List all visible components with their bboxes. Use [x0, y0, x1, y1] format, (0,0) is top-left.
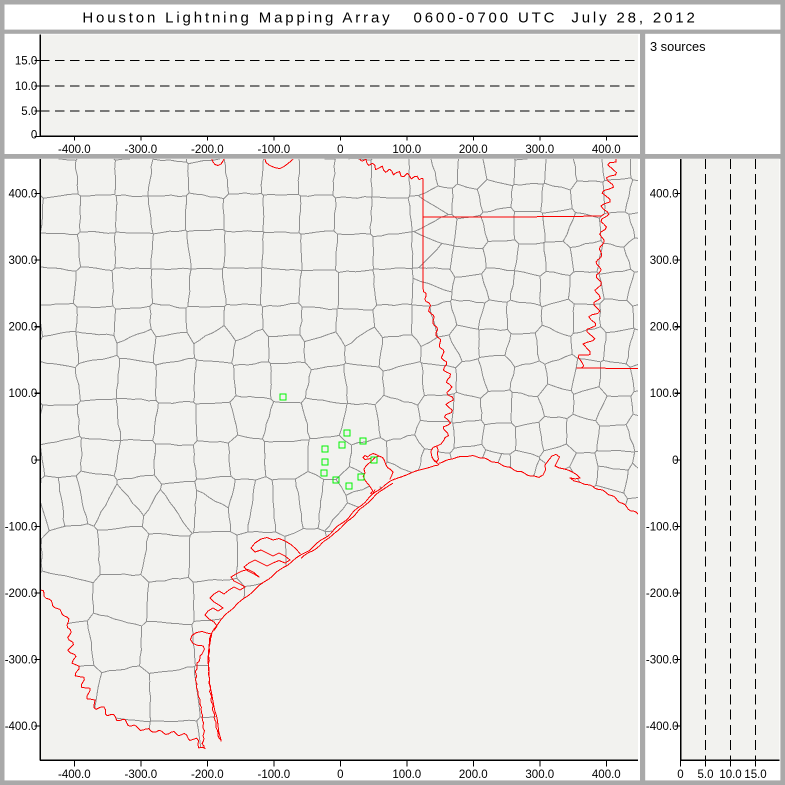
svg-text:15.0: 15.0	[744, 769, 766, 781]
svg-text:-400.0: -400.0	[5, 721, 38, 733]
svg-text:-100.0: -100.0	[646, 521, 679, 533]
svg-text:300.0: 300.0	[525, 144, 554, 156]
svg-text:100.0: 100.0	[650, 388, 679, 400]
svg-text:-100.0: -100.0	[257, 144, 290, 156]
svg-text:-100.0: -100.0	[5, 521, 38, 533]
svg-text:0: 0	[677, 769, 683, 781]
svg-text:-400.0: -400.0	[646, 721, 679, 733]
svg-text:200.0: 200.0	[459, 769, 488, 781]
svg-text:-400.0: -400.0	[58, 769, 91, 781]
svg-text:400.0: 400.0	[9, 189, 38, 201]
svg-text:0: 0	[31, 129, 37, 141]
svg-text:300.0: 300.0	[525, 769, 554, 781]
svg-text:5.0: 5.0	[698, 769, 714, 781]
svg-text:-300.0: -300.0	[646, 655, 679, 667]
svg-text:-200.0: -200.0	[191, 769, 224, 781]
svg-text:100.0: 100.0	[392, 769, 421, 781]
svg-text:100.0: 100.0	[392, 144, 421, 156]
svg-text:400.0: 400.0	[592, 144, 621, 156]
svg-text:-100.0: -100.0	[257, 769, 290, 781]
svg-text:3 sources: 3 sources	[650, 39, 705, 54]
svg-text:-200.0: -200.0	[191, 144, 224, 156]
svg-text:400.0: 400.0	[592, 769, 621, 781]
svg-text:100.0: 100.0	[9, 388, 38, 400]
svg-text:200.0: 200.0	[9, 322, 38, 334]
svg-text:0: 0	[337, 144, 343, 156]
svg-text:-300.0: -300.0	[124, 144, 157, 156]
svg-text:-200.0: -200.0	[646, 588, 679, 600]
svg-text:-200.0: -200.0	[5, 588, 38, 600]
svg-text:10.0: 10.0	[719, 769, 741, 781]
svg-text:Houston Lightning Mapping Arra: Houston Lightning Mapping Array 0600-070…	[82, 10, 697, 27]
svg-text:300.0: 300.0	[650, 255, 679, 267]
svg-text:-400.0: -400.0	[58, 144, 91, 156]
svg-text:-300.0: -300.0	[124, 769, 157, 781]
svg-text:0: 0	[672, 455, 678, 467]
svg-text:0: 0	[337, 769, 343, 781]
svg-text:5.0: 5.0	[21, 106, 37, 118]
svg-text:200.0: 200.0	[650, 322, 679, 334]
svg-text:-300.0: -300.0	[5, 655, 38, 667]
svg-text:15.0: 15.0	[15, 56, 37, 68]
svg-text:10.0: 10.0	[15, 81, 37, 93]
svg-text:0: 0	[31, 455, 37, 467]
svg-text:400.0: 400.0	[650, 189, 679, 201]
svg-text:300.0: 300.0	[9, 255, 38, 267]
svg-text:200.0: 200.0	[459, 144, 488, 156]
